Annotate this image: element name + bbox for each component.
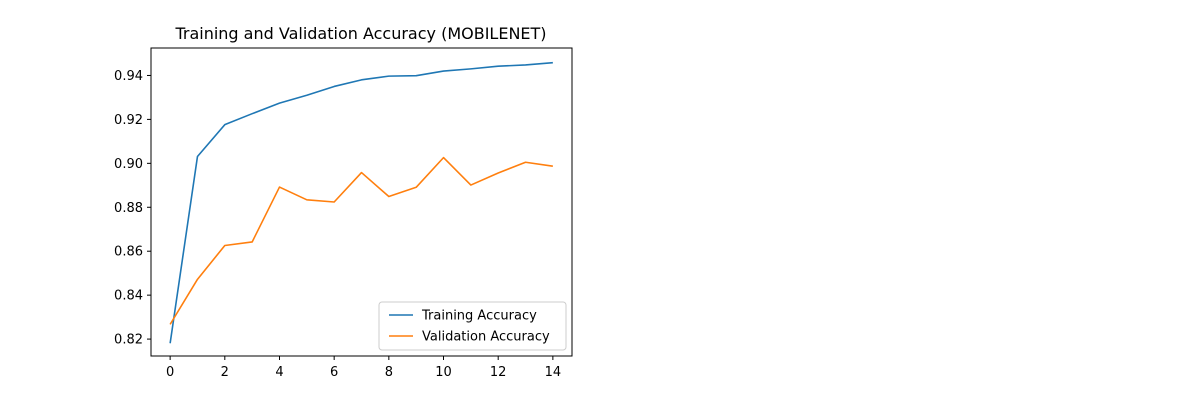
x-tick-label: 0 xyxy=(166,365,174,380)
series-layer xyxy=(169,61,553,344)
y-tick-label: 0.88 xyxy=(114,201,143,216)
plot-area xyxy=(150,47,573,357)
plot-frame xyxy=(150,47,573,357)
validation-accuracy-line xyxy=(169,156,553,325)
y-tick-label: 0.82 xyxy=(114,333,143,348)
x-tick-label: 10 xyxy=(435,365,452,380)
x-tick-label: 8 xyxy=(385,365,393,380)
y-tick-label: 0.84 xyxy=(114,289,143,304)
legend-box xyxy=(378,301,567,351)
x-axis: 0 2 4 6 8 10 12 14 xyxy=(166,356,561,380)
y-tick-label: 0.90 xyxy=(114,157,143,172)
y-axis: 0.82 0.84 0.86 0.88 0.90 0.92 0.94 xyxy=(114,69,151,348)
chart-title: Training and Validation Accuracy (MOBILE… xyxy=(174,24,546,43)
legend-label: Training Accuracy xyxy=(421,309,537,324)
y-tick-label: 0.86 xyxy=(114,245,143,260)
legend-label: Validation Accuracy xyxy=(422,330,550,345)
x-tick-label: 6 xyxy=(330,365,338,380)
x-tick-label: 12 xyxy=(490,365,507,380)
y-tick-label: 0.92 xyxy=(114,113,143,128)
x-tick-label: 2 xyxy=(221,365,229,380)
x-tick-label: 14 xyxy=(545,365,562,380)
y-tick-label: 0.94 xyxy=(114,69,143,84)
training-accuracy-line xyxy=(169,61,553,344)
legend: Training Accuracy Validation Accuracy xyxy=(378,301,567,351)
x-tick-label: 4 xyxy=(275,365,283,380)
